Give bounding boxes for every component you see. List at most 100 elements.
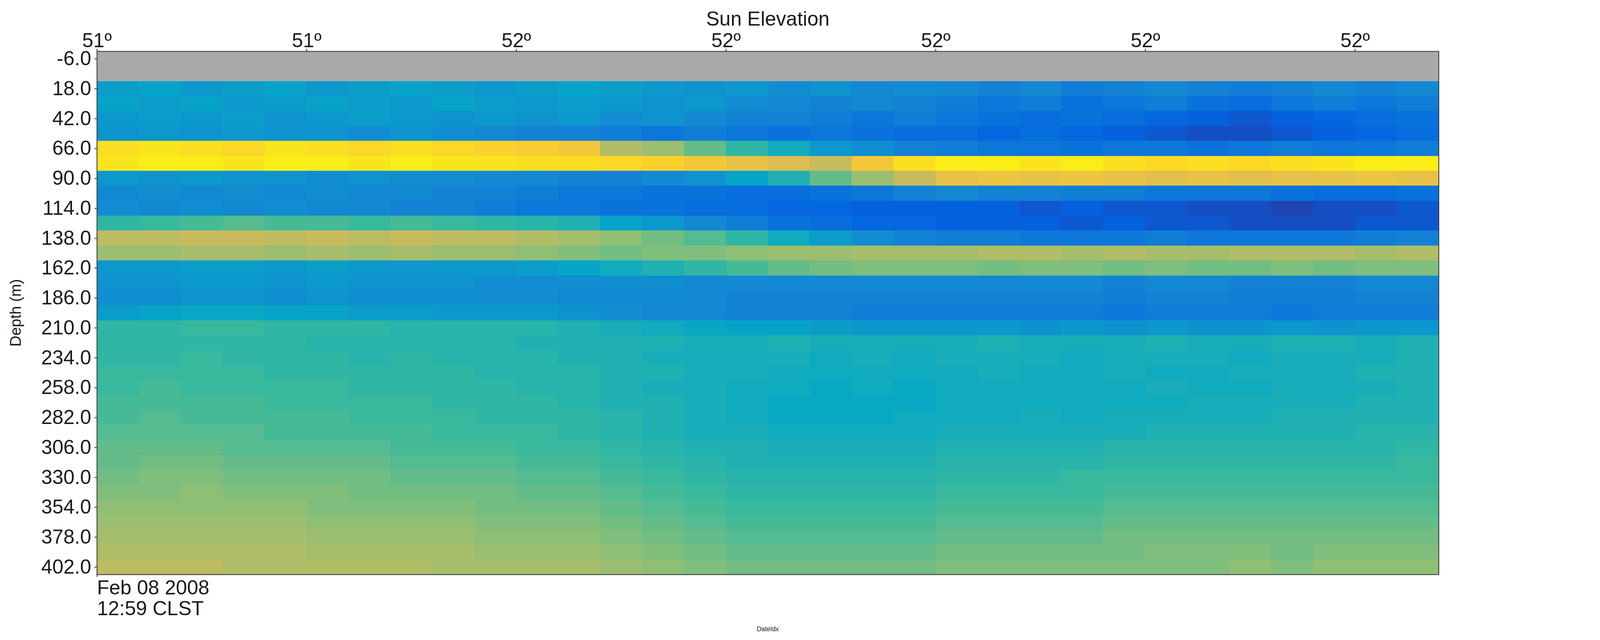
- heatmap-cell: [558, 350, 601, 366]
- heatmap-cell: [180, 320, 224, 336]
- tick-label: 258.0: [41, 376, 92, 399]
- heatmap-cell: [977, 365, 1020, 381]
- heatmap-cell: [1271, 484, 1314, 500]
- heatmap-cell: [1396, 305, 1439, 321]
- heatmap-cell: [1061, 544, 1104, 560]
- heatmap-cell: [1145, 514, 1188, 530]
- heatmap-cell: [726, 559, 769, 575]
- heatmap-cell: [516, 499, 559, 515]
- heatmap-cell: [809, 200, 852, 216]
- heatmap-cell: [1145, 529, 1188, 545]
- heatmap-cell: [768, 185, 811, 201]
- heatmap-cell: [1019, 156, 1062, 172]
- heatmap-cell: [432, 275, 475, 291]
- heatmap-cell: [893, 395, 936, 411]
- heatmap-cell: [1396, 484, 1439, 500]
- heatmap-cell: [684, 170, 727, 186]
- heatmap-cell: [558, 454, 601, 470]
- heatmap-cell: [726, 380, 769, 396]
- heatmap-cell: [1312, 290, 1356, 306]
- heatmap-cell: [809, 245, 852, 261]
- heatmap-cell: [558, 230, 601, 246]
- heatmap-cell: [1229, 335, 1272, 351]
- heatmap-cell: [138, 499, 182, 515]
- heatmap-cell: [1271, 544, 1314, 560]
- heatmap-cell: [1019, 469, 1062, 485]
- heatmap-cell: [96, 514, 140, 530]
- heatmap-cell: [96, 245, 140, 261]
- heatmap-cell: [600, 290, 643, 306]
- heatmap-cell: [264, 454, 307, 470]
- heatmap-cell: [348, 410, 391, 426]
- heatmap-cell: [1145, 410, 1188, 426]
- heatmap-cell: [432, 410, 475, 426]
- heatmap-cell: [558, 200, 601, 216]
- heatmap-cell: [851, 440, 894, 456]
- tick-label: 52º: [920, 29, 951, 52]
- heatmap-cell: [306, 544, 349, 560]
- heatmap-cell: [180, 454, 224, 470]
- heatmap-cell: [390, 484, 433, 500]
- heatmap-cell: [1061, 275, 1104, 291]
- heatmap-cell: [1229, 484, 1272, 500]
- heatmap-cell: [306, 260, 349, 276]
- heatmap-cell: [306, 200, 349, 216]
- heatmap-cell: [222, 350, 266, 366]
- heatmap-cell: [1061, 499, 1104, 515]
- heatmap-cell: [893, 365, 936, 381]
- heatmap-cell: [809, 499, 852, 515]
- heatmap-cell: [893, 290, 936, 306]
- heatmap-cell: [306, 245, 349, 261]
- heatmap-cell: [348, 365, 391, 381]
- heatmap-cell: [1271, 424, 1314, 440]
- tick: 354.0: [41, 495, 97, 518]
- heatmap-cell: [1103, 320, 1146, 336]
- heatmap-cell: [851, 290, 894, 306]
- heatmap-cell: [1354, 514, 1398, 530]
- heatmap-cell: [138, 170, 182, 186]
- tick: 66.0: [52, 136, 97, 160]
- heatmap-cell: [1271, 156, 1314, 172]
- heatmap-cell: [558, 335, 601, 351]
- heatmap-cell: [977, 110, 1020, 126]
- heatmap-cell: [1229, 365, 1272, 381]
- heatmap-cell: [1396, 410, 1439, 426]
- heatmap-cell: [1019, 395, 1062, 411]
- heatmap-cell: [809, 559, 852, 575]
- heatmap-cell: [558, 529, 601, 545]
- heatmap-cell: [1354, 185, 1398, 201]
- heatmap-cell: [935, 200, 978, 216]
- heatmap-cell: [1354, 200, 1398, 216]
- heatmap-cell: [977, 81, 1020, 97]
- heatmap-cell: [348, 350, 391, 366]
- heatmap-cell: [893, 410, 936, 426]
- heatmap-cell: [516, 305, 559, 321]
- tick-label: 234.0: [41, 346, 92, 369]
- heatmap-cell: [264, 320, 307, 336]
- heatmap-cell: [138, 410, 182, 426]
- heatmap-cell: [1061, 365, 1104, 381]
- heatmap-cell: [180, 260, 224, 276]
- tick-mark: [94, 357, 97, 359]
- heatmap-cell: [809, 140, 852, 156]
- heatmap-cell: [726, 440, 769, 456]
- heatmap-cell: [222, 245, 266, 261]
- heatmap-cell: [558, 290, 601, 306]
- heatmap-cell: [1229, 185, 1272, 201]
- heatmap-cell: [935, 469, 978, 485]
- heatmap-cell: [684, 395, 727, 411]
- heatmap-cell: [1061, 156, 1104, 172]
- heatmap-cell: [222, 335, 266, 351]
- heatmap-cell: [600, 440, 643, 456]
- heatmap-cell: [222, 81, 266, 97]
- heatmap-cell: [1019, 110, 1062, 126]
- heatmap-cell: [432, 245, 475, 261]
- heatmap-cell: [893, 96, 936, 112]
- heatmap-cell: [390, 424, 433, 440]
- heatmap-cell: [600, 275, 643, 291]
- heatmap-cell: [474, 305, 517, 321]
- heatmap-cell: [96, 424, 140, 440]
- heatmap-cell: [180, 200, 224, 216]
- heatmap-cell: [768, 230, 811, 246]
- heatmap-cell: [1354, 140, 1398, 156]
